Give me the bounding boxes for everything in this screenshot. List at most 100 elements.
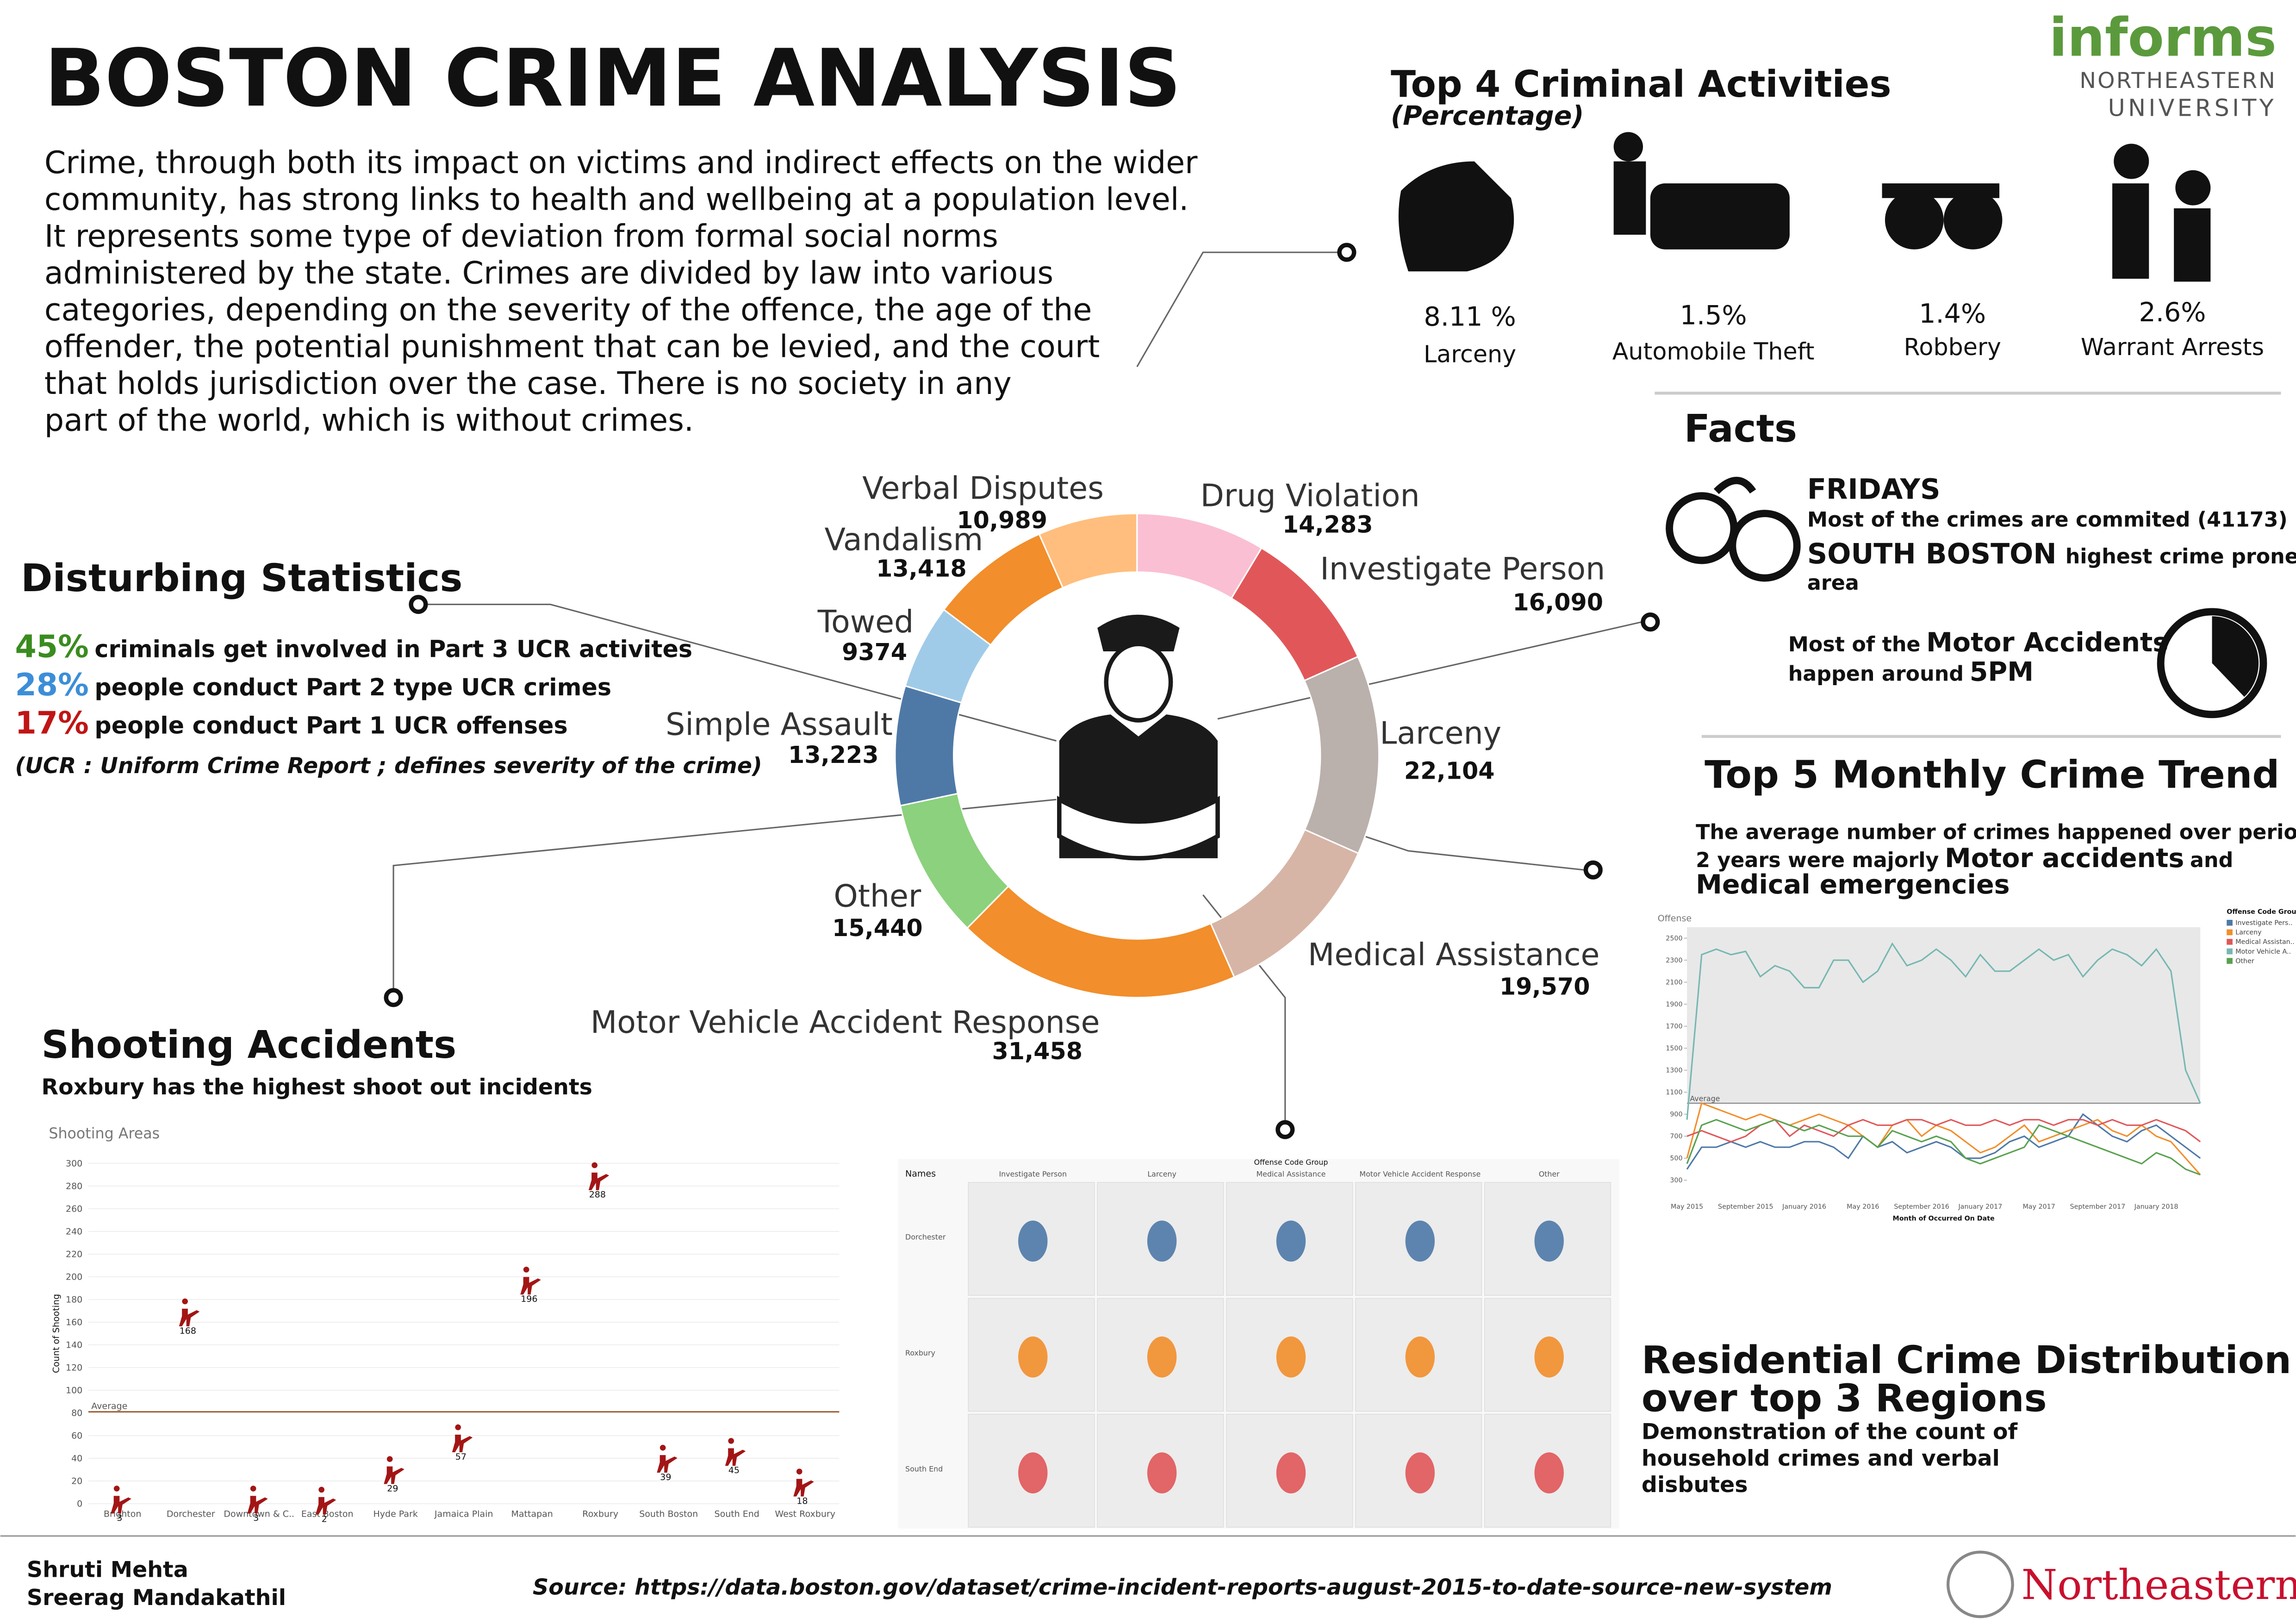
section-text: 2 years were majorly — [1696, 849, 1939, 872]
legend-label: Motor Vehicle A.. — [2235, 948, 2291, 956]
connector-dots — [384, 243, 1660, 1139]
point-label: 3 — [117, 1513, 122, 1523]
point-label: 57 — [455, 1452, 467, 1462]
section-title: Top 5 Monthly Crime Trend — [1705, 753, 2279, 797]
fact-highlight: Motor Accidents — [1926, 627, 2168, 658]
map-column-header: Motor Vehicle Accident Response — [1359, 1169, 1481, 1178]
legend-swatch — [2227, 939, 2233, 945]
section-text: Demonstration of the count of — [1642, 1419, 2018, 1445]
map-column-header: Other — [1539, 1169, 1560, 1178]
fact-text: happen around — [1788, 662, 1964, 686]
y-tick-label: 80 — [71, 1408, 82, 1418]
activity-value: 8.11 % — [1424, 302, 1516, 332]
y-tick-label: 260 — [66, 1204, 82, 1214]
intro: Crime, through both its impact on victim… — [44, 144, 1198, 438]
y-tick-label: 900 — [1670, 1111, 1682, 1118]
activity-value: 1.4% — [1919, 299, 1986, 329]
fact-text: happen around 5PM — [1788, 656, 2034, 687]
segment-label: Medical Assistance — [1308, 937, 1600, 973]
stat-text: people conduct Part 2 type UCR crimes — [94, 674, 611, 701]
x-tick-label: May 2015 — [1671, 1203, 1703, 1211]
y-tick-label: 60 — [71, 1430, 82, 1441]
y-tick-label: 2500 — [1666, 935, 1682, 942]
activity-label: Warrant Arrests — [2081, 333, 2264, 361]
x-tick-label: Mattapan — [511, 1509, 553, 1519]
point-label: 39 — [660, 1472, 671, 1482]
x-tick-label: September 2017 — [2070, 1203, 2126, 1211]
y-tick-label: 1300 — [1666, 1067, 1682, 1074]
segment-label: Larceny — [1380, 715, 1501, 751]
logo-line: UNIVERSITY — [2108, 94, 2277, 121]
y-tick-label: 120 — [66, 1362, 82, 1373]
activity-label: Automobile Theft — [1612, 337, 1815, 365]
shooter-icon — [793, 1468, 814, 1497]
segment-label: Other — [834, 878, 921, 914]
y-tick-label: 1100 — [1666, 1089, 1682, 1096]
stat-text: criminals get involved in Part 3 UCR act… — [94, 636, 692, 663]
activity-label: Robbery — [1904, 333, 2001, 361]
fact-heading: FRIDAYS — [1807, 473, 1941, 506]
y-tick-label: 1700 — [1666, 1023, 1682, 1030]
donut-segment — [1038, 512, 1138, 589]
university: Northeastern — [2022, 1561, 2296, 1609]
map-row-label: South End — [905, 1464, 943, 1473]
x-tick-label: May 2017 — [2022, 1203, 2055, 1211]
map-column-header: Larceny — [1147, 1169, 1176, 1178]
x-tick-label: West Roxbury — [775, 1509, 835, 1519]
x-tick-label: September 2016 — [1894, 1203, 1949, 1211]
fact-heading: SOUTH BOSTON — [1807, 538, 2057, 570]
logo-line: NORTHEASTERN — [2079, 68, 2277, 94]
stat-line: 28% people conduct Part 2 type UCR crimes — [15, 667, 612, 703]
section-highlight: Motor accidents — [1945, 843, 2184, 874]
series-line — [1686, 1102, 2201, 1175]
segment-value: 10,989 — [957, 506, 1047, 534]
shooter-icon — [520, 1267, 541, 1295]
map-tile — [968, 1182, 1095, 1296]
activity-value: 1.5% — [1680, 300, 1747, 331]
y-tick-label: 100 — [66, 1385, 82, 1395]
x-tick-label: Dorchester — [167, 1509, 215, 1519]
shooter-icon — [384, 1456, 404, 1484]
section-text: and — [2190, 849, 2233, 872]
seal — [1946, 1550, 2014, 1618]
intro-line: that holds jurisdiction over the case. T… — [44, 365, 1012, 401]
map-column-header: Investigate Person — [999, 1169, 1067, 1178]
y-tick-label: 300 — [1670, 1177, 1682, 1184]
shooter-icon — [452, 1424, 473, 1452]
shooter-icon — [588, 1162, 610, 1190]
stat-pct: 28% — [15, 667, 89, 703]
page-title: BOSTON CRIME ANALYSIS — [44, 32, 1181, 125]
intro-line: categories, depending on the severity of… — [44, 292, 1092, 328]
y-tick-label: 300 — [66, 1158, 82, 1168]
map-cluster — [1405, 1452, 1435, 1493]
stat-note: (UCR : Uniform Crime Report ; defines se… — [15, 753, 762, 779]
map-cluster — [1147, 1452, 1177, 1493]
y-tick-label: 160 — [66, 1317, 82, 1327]
stat-line: 45% criminals get involved in Part 3 UCR … — [15, 629, 693, 665]
point-label: 2 — [322, 1514, 327, 1524]
legend-label: Medical Assistan.. — [2235, 938, 2295, 946]
intro-line: part of the world, which is without crim… — [44, 402, 694, 438]
section-text: disbutes — [1642, 1472, 1748, 1498]
map-row-label: Roxbury — [905, 1349, 935, 1357]
x-tick-label: January 2018 — [2134, 1203, 2178, 1211]
map-cluster — [1405, 1220, 1435, 1262]
stat-line: 17% people conduct Part 1 UCR offenses — [15, 705, 568, 741]
y-tick-label: 140 — [66, 1340, 82, 1350]
fact-text: highest crime prone — [2066, 545, 2296, 568]
x-tick-label: Hyde Park — [373, 1509, 418, 1519]
map-cluster — [1534, 1220, 1564, 1262]
map-legend-title: Offense Code Group — [1254, 1158, 1328, 1167]
y-axis-label: Count of Shooting — [51, 1294, 62, 1373]
section-title: Facts — [1684, 407, 1797, 451]
donut-segment — [894, 685, 963, 807]
segment-value: 13,418 — [876, 555, 967, 582]
point-label: 196 — [521, 1294, 537, 1304]
legend-swatch — [2227, 948, 2233, 955]
point-label: 168 — [180, 1326, 196, 1336]
source: Source: https://data.boston.gov/dataset/… — [533, 1575, 1832, 1600]
segment-label: Towed — [817, 604, 914, 640]
plot-band — [1687, 927, 2201, 1104]
intro-line: It represents some type of deviation fro… — [44, 218, 998, 254]
fact-text: Most of the Motor Accidents — [1788, 627, 2168, 658]
